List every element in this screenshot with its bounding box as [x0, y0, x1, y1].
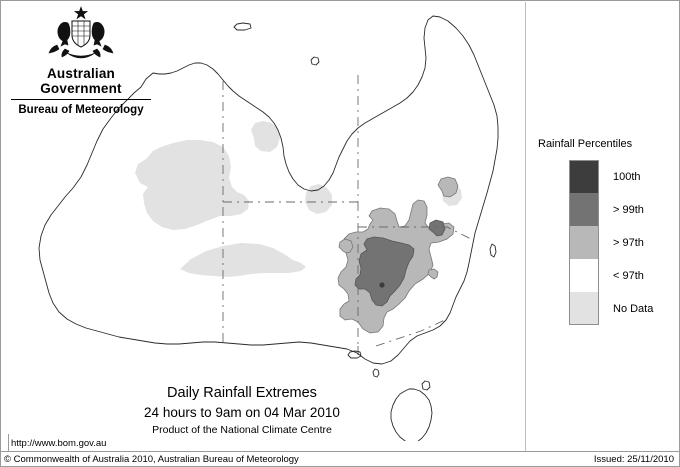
- no-data-region-sa: [305, 184, 332, 214]
- no-data-region-central: [180, 243, 306, 277]
- boundary-nsw-vic: [375, 318, 448, 347]
- coastline-tasmania: [390, 388, 433, 441]
- map-title: Daily Rainfall Extremes: [167, 385, 317, 401]
- legend-label-lt97: < 97th: [613, 269, 644, 282]
- australian-coat-of-arms-icon: [48, 6, 114, 59]
- legend-title: Rainfall Percentiles: [538, 138, 633, 150]
- coastline-kangaroo-island: [347, 350, 362, 359]
- legend-swatch-lt97: [569, 259, 599, 292]
- legend-item-lt97: < 97th: [569, 259, 674, 292]
- map-source: Product of the National Climate Centre: [152, 424, 332, 436]
- legend-swatch-100th: [569, 160, 599, 193]
- map-subtitle: 24 hours to 9am on 04 Mar 2010: [144, 405, 340, 420]
- coastline-melville-island: [233, 22, 252, 31]
- australia-map: [38, 15, 499, 441]
- legend-label-100th: 100th: [613, 170, 641, 183]
- rainfall-core-100th: [379, 282, 385, 288]
- legend-divider: [525, 2, 526, 451]
- legend-swatch-gt99: [569, 193, 599, 226]
- copyright-text: © Commonwealth of Australia 2010, Austra…: [4, 454, 299, 465]
- coastline-fraser-island: [489, 243, 497, 258]
- state-boundaries: [222, 75, 472, 357]
- coastline: [38, 15, 499, 441]
- bom-website-link[interactable]: http://www.bom.gov.au: [11, 438, 107, 449]
- legend-item-gt99: > 99th: [569, 193, 674, 226]
- agency-title: Bureau of Meteorology: [18, 104, 144, 116]
- legend-label-gt97: > 97th: [613, 236, 644, 249]
- coastline-king-island: [372, 368, 380, 378]
- no-data-region-nt-north: [251, 121, 280, 152]
- issued-date: Issued: 25/11/2010: [593, 454, 674, 465]
- rainfall-blob-gt97-outlier-w: [338, 238, 354, 254]
- legend-item-gt97: > 97th: [569, 226, 674, 259]
- boundary-qld-nsw: [358, 226, 472, 240]
- rainfall-blob-gt99: [354, 236, 415, 307]
- government-title: Australian Government: [11, 66, 151, 100]
- coastline-mainland: [38, 15, 499, 365]
- legend-label-no-data: No Data: [613, 302, 654, 315]
- coastline-flinders-island: [421, 380, 431, 391]
- rainfall-blob-gt97-outlier-ne: [437, 176, 459, 198]
- footer-horizontal-rule: [1, 451, 679, 452]
- no-data-region-wa-north: [135, 140, 249, 230]
- branding-block: Australian Government Bureau of Meteorol…: [11, 5, 151, 116]
- legend-label-gt99: > 99th: [613, 203, 644, 216]
- legend-rows: 100th > 99th > 97th < 97th No Data: [569, 160, 674, 325]
- rainfall-blob-gt97-outlier-e: [427, 268, 439, 280]
- legend-item-100th: 100th: [569, 160, 674, 193]
- legend-swatch-no-data: [569, 292, 599, 325]
- map-panel: [1, 1, 531, 441]
- rainfall-region-100th: [379, 282, 385, 288]
- coastline-groote-eylandt: [310, 56, 320, 66]
- footer-vertical-rule: [8, 434, 9, 451]
- legend-swatch-gt97: [569, 226, 599, 259]
- legend-item-no-data: No Data: [569, 292, 674, 325]
- legend-panel: Rainfall Percentiles 100th > 99th > 97th…: [534, 138, 674, 325]
- no-data-regions: [135, 121, 462, 277]
- map-title-block: Daily Rainfall Extremes 24 hours to 9am …: [97, 384, 387, 438]
